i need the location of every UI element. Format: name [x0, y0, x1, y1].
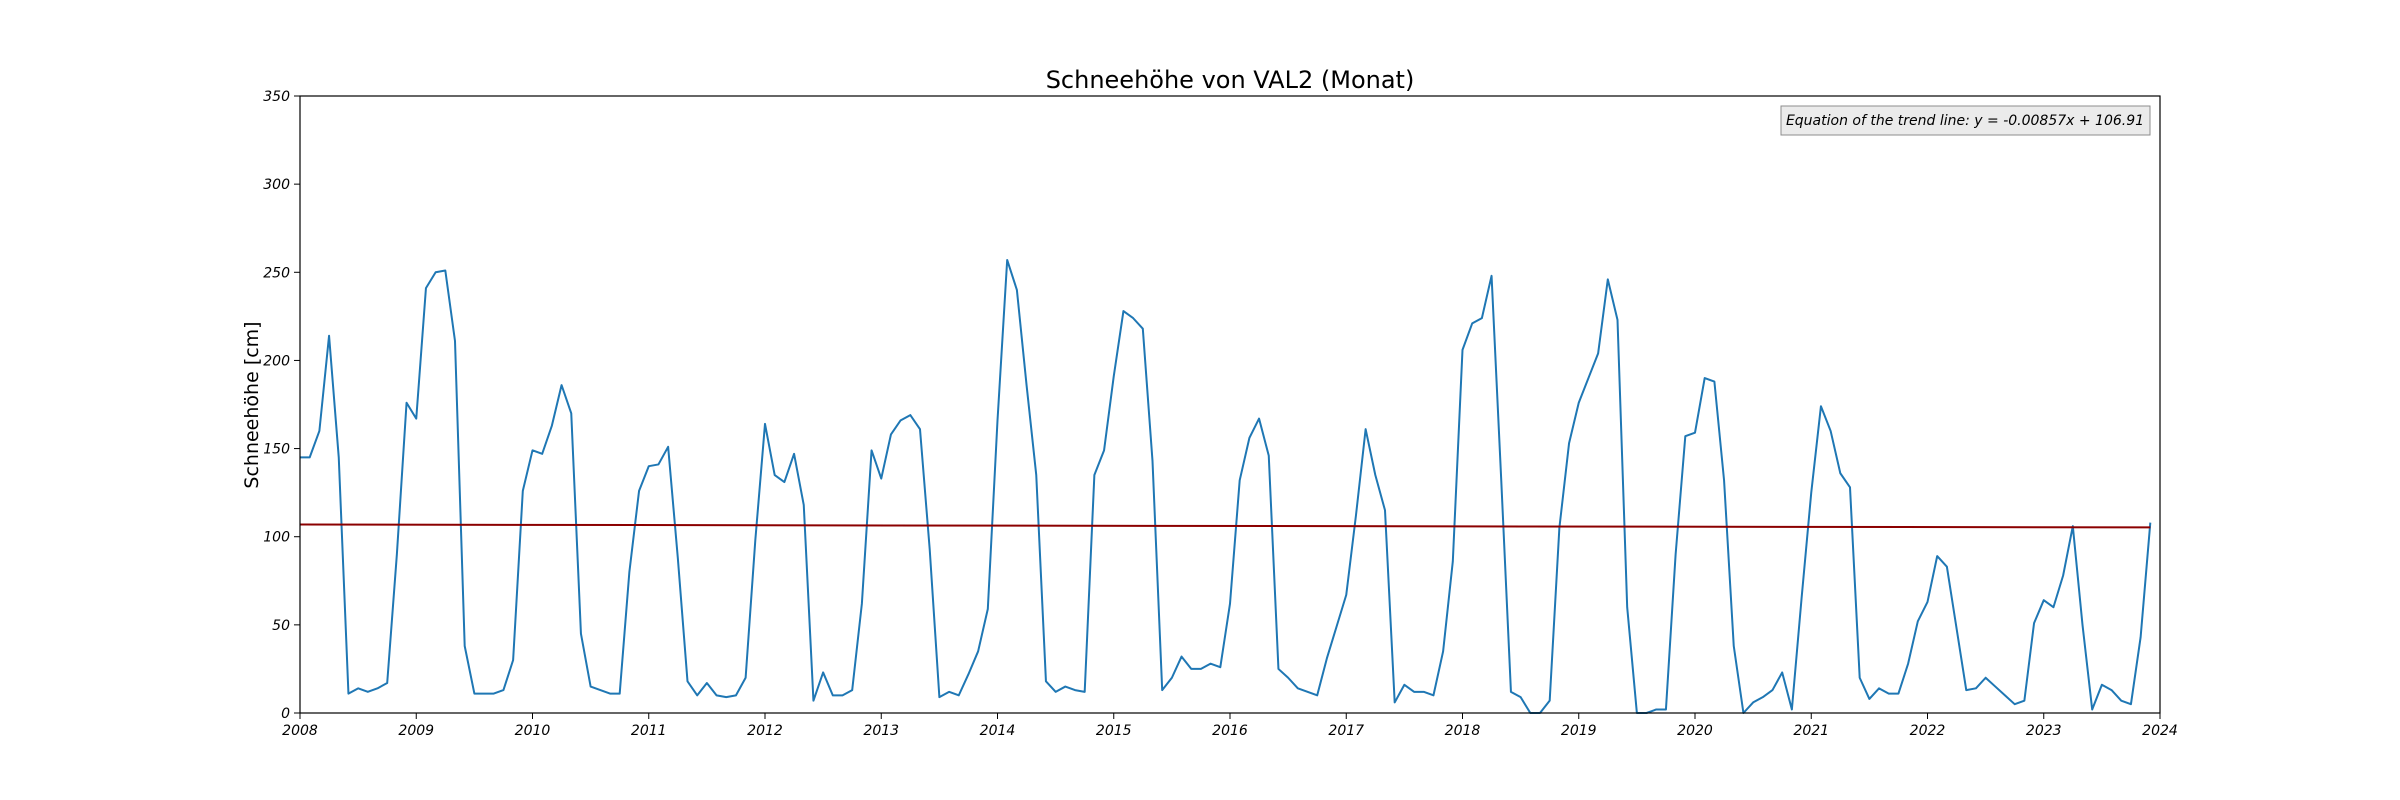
x-tick-label: 2015: [1096, 723, 1132, 739]
x-tick-label: 2016: [1212, 723, 1248, 739]
x-tick-label: 2017: [1328, 723, 1364, 739]
y-axis-label: Schneehöhe [cm]: [241, 321, 263, 488]
x-tick-label: 2019: [1561, 723, 1597, 739]
series-line-0: [300, 258, 2152, 714]
x-tick-label: 2018: [1445, 723, 1481, 739]
y-tick-label: 300: [263, 177, 290, 193]
x-tick-label: 2020: [1677, 723, 1713, 739]
x-tick-label: 2024: [2142, 723, 2178, 739]
y-axis-ticks: 0 50 100 150 200 250 300 350: [263, 89, 300, 722]
y-tick-label: 100: [263, 530, 290, 546]
y-tick-label: 50: [272, 618, 290, 634]
x-tick-label: 2013: [863, 723, 899, 739]
y-tick-label: 150: [263, 442, 290, 458]
plot-frame: [299, 95, 2161, 714]
trend-line: [299, 523, 2151, 529]
legend: Equation of the trend line: y = -0.00857…: [1780, 105, 2151, 136]
plot-area: [299, 258, 2152, 714]
x-tick-label: 2011: [631, 723, 667, 739]
y-tick-label: 350: [263, 89, 290, 105]
y-tick-label: 250: [263, 265, 290, 281]
y-tick-label: 200: [263, 353, 290, 369]
y-tick-label: 0: [281, 706, 290, 722]
chart-title: Schneehöhe von VAL2 (Monat): [1046, 66, 1415, 94]
legend-box: [1780, 105, 2151, 136]
x-tick-label: 2010: [515, 723, 551, 739]
x-tick-label: 2023: [2026, 723, 2062, 739]
x-tick-label: 2014: [980, 723, 1016, 739]
x-tick-label: 2022: [1910, 723, 1946, 739]
legend-text: Equation of the trend line: y = -0.00857…: [1786, 113, 2144, 129]
x-axis-ticks: 2008 2009 2010 2011 2012 2013 2014 2015 2016 2017…: [282, 713, 2178, 739]
x-tick-label: 2021: [1793, 723, 1829, 739]
x-tick-label: 2008: [282, 723, 318, 739]
x-tick-label: 2012: [747, 723, 783, 739]
x-tick-label: 2009: [398, 723, 434, 739]
